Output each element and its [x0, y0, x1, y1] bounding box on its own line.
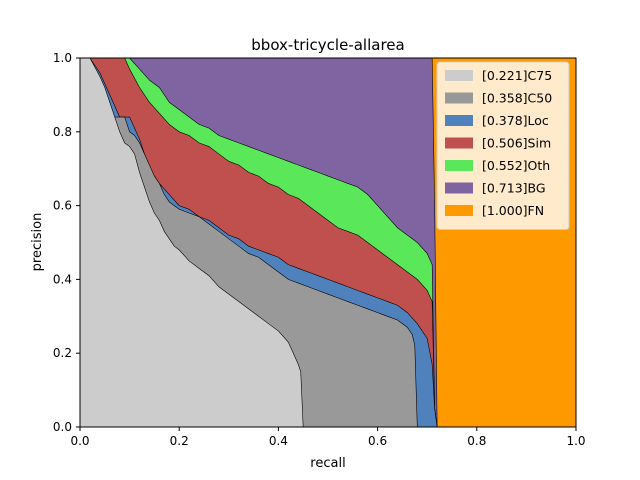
- y-tick-label: 1.0: [53, 51, 72, 65]
- area-series-group: [79, 57, 577, 428]
- y-tick-label: 0.2: [53, 346, 72, 360]
- legend-label-c75: [0.221]C75: [482, 68, 552, 83]
- y-tick-label: 0.4: [53, 272, 72, 286]
- x-tick-label: 0.4: [269, 434, 288, 448]
- legend-swatch-loc: [445, 115, 473, 126]
- chart-title: bbox-tricycle-allarea: [251, 36, 404, 54]
- area-c75: [79, 57, 576, 428]
- legend-label-c50: [0.358]C50: [482, 91, 552, 106]
- legend-label-sim: [0.506]Sim: [482, 136, 551, 151]
- legend: [0.221]C75 [0.358]C50 [0.378]Loc [0.506]Sim…: [436, 61, 570, 230]
- x-tick-label: 0.8: [467, 434, 486, 448]
- x-tick-label: 0.2: [170, 434, 189, 448]
- x-tick-label: 0.0: [70, 434, 89, 448]
- x-tick-label: 0.6: [368, 434, 387, 448]
- legend-swatch-sim: [445, 137, 473, 149]
- x-axis-label: recall: [310, 456, 345, 471]
- y-axis: 0.0 0.2 0.4 0.6 0.8 1.0: [53, 51, 80, 434]
- x-axis: 0.0 0.2 0.4 0.6 0.8 1.0: [70, 427, 586, 448]
- legend-swatch-bg: [445, 182, 473, 194]
- legend-swatch-fn: [445, 205, 473, 216]
- y-tick-label: 0.6: [53, 199, 72, 213]
- x-tick-label: 1.0: [566, 434, 585, 448]
- legend-label-oth: [0.552]Oth: [482, 158, 550, 173]
- legend-swatch-c75: [445, 70, 473, 81]
- legend-label-loc: [0.378]Loc: [482, 113, 549, 128]
- y-tick-label: 0.8: [53, 125, 72, 139]
- y-axis-label: precision: [30, 213, 45, 272]
- legend-label-fn: [1.000]FN: [482, 203, 544, 218]
- plot-frame: [79, 57, 577, 428]
- y-tick-label: 0.0: [53, 420, 72, 434]
- legend-swatch-c50: [445, 92, 473, 104]
- legend-label-bg: [0.713]BG: [482, 181, 546, 196]
- legend-swatch-oth: [445, 160, 473, 171]
